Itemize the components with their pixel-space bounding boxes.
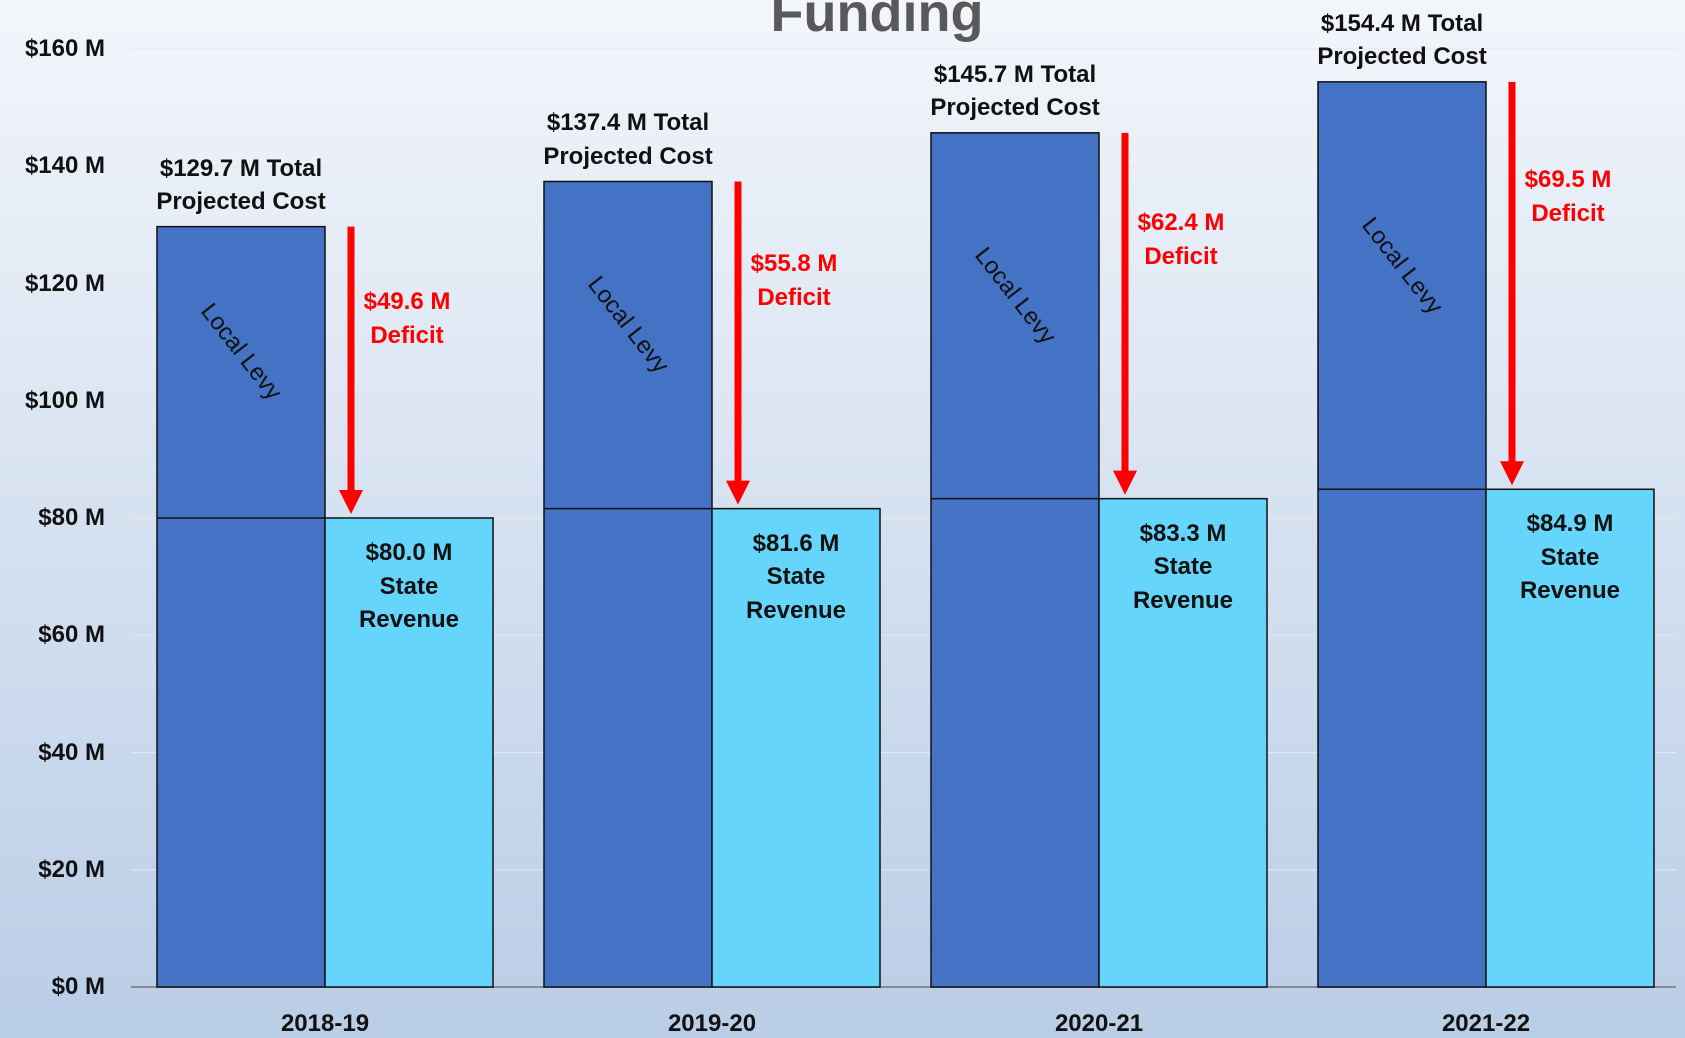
y-tick-label-part: $120 M [24,269,105,297]
bar [1098,497,1268,988]
bar [1485,488,1655,988]
y-tick-label: $60 M [38,618,105,652]
y-tick-label: $0 M [52,970,105,1004]
deficit-label: $62.4 M Deficit [1136,206,1226,273]
y-tick-label: $40 M [38,736,105,770]
y-tick-label-part: $140 M [24,152,105,180]
x-tick-label: 2019-20 [668,1007,756,1038]
deficit-label-part: $49.6 M [363,287,451,315]
total-label: $145.7 M Total Projected Cost [885,58,1145,125]
deficit-label-part: $69.5 M [1524,166,1612,194]
deficit-label-part: $62.4 M [1137,208,1225,236]
y-tick-label: $120 M [25,267,105,301]
y-tick-label-part: $80 M [38,504,105,532]
deficit-label: $49.6 M Deficit [362,285,452,352]
chart-title: Funding [770,0,984,43]
y-tick-label: $20 M [38,853,105,887]
y-tick-label-part: $20 M [38,855,105,883]
y-tick-label-part: $40 M [38,738,105,766]
arrow-head [1113,470,1137,495]
total-label-part: Total Projected Cost [156,154,326,216]
y-tick-label-part: $0 M [51,973,105,1001]
state-label-part: State Revenue [1519,543,1621,605]
deficit-label: $55.8 M Deficit [749,247,839,314]
state-label: $83.3 M State Revenue [1118,517,1248,618]
arrow-head [726,480,750,505]
arrow-head [339,490,363,514]
state-label-part: $83.3 M [1139,519,1227,547]
state-label-part: State Revenue [1132,553,1234,614]
total-label: $137.4 M Total Projected Cost [498,106,758,173]
x-tick-label-part: 2019-20 [667,1010,757,1037]
y-tick-label: $100 M [25,384,105,418]
bar [543,180,713,988]
state-label-part: State Revenue [745,563,847,624]
deficit-label-part: Deficit [370,321,444,349]
total-label-part: $154.4 M [1320,9,1421,37]
deficit-label-part: $55.8 M [750,249,838,277]
total-label-part: $129.7 M [159,154,260,182]
bar [930,132,1100,988]
total-label-part: $145.7 M [933,60,1034,88]
state-label: $80.0 M State Revenue [344,536,474,637]
state-label-part: State Revenue [358,572,460,634]
state-label-part: $80.0 M [365,539,453,566]
deficit-label-part: Deficit [1531,199,1605,227]
x-tick-label-part: 2020-21 [1054,1010,1144,1037]
x-tick-label: 2020-21 [1055,1007,1143,1038]
x-tick-label-part: 2018-19 [280,1010,370,1037]
total-label: $129.7 M Total Projected Cost [146,151,336,218]
y-tick-label: $140 M [25,149,105,183]
total-label-part: $137.4 M [546,109,647,137]
y-tick-label-part: $100 M [24,386,105,414]
x-tick-label: 2018-19 [281,1007,369,1038]
total-label-part: Total Projected Cost [1317,9,1487,71]
bar [711,507,881,988]
total-label-part: Total Projected Cost [543,109,713,170]
bar [1317,81,1487,988]
total-label-part: Total Projected Cost [930,60,1100,122]
total-label: $154.4 M Total Projected Cost [1272,7,1532,74]
state-label-part: $81.6 M [752,529,840,557]
state-label: $84.9 M State Revenue [1505,507,1635,608]
state-label-part: $84.9 M [1526,510,1614,538]
deficit-label: $69.5 M Deficit [1523,163,1613,230]
x-tick-label-part: 2021-22 [1441,1010,1531,1037]
bar [324,517,494,988]
x-tick-label: 2021-22 [1442,1007,1530,1038]
state-label: $81.6 M State Revenue [731,527,861,628]
arrow-head [1500,461,1524,486]
y-tick-label: $160 M [25,32,105,66]
deficit-label-part: Deficit [1144,242,1218,270]
y-tick-label-part: $160 M [24,35,105,63]
deficit-label-part: Deficit [757,283,831,311]
y-tick-label: $80 M [38,501,105,535]
y-tick-label-part: $60 M [38,621,105,649]
